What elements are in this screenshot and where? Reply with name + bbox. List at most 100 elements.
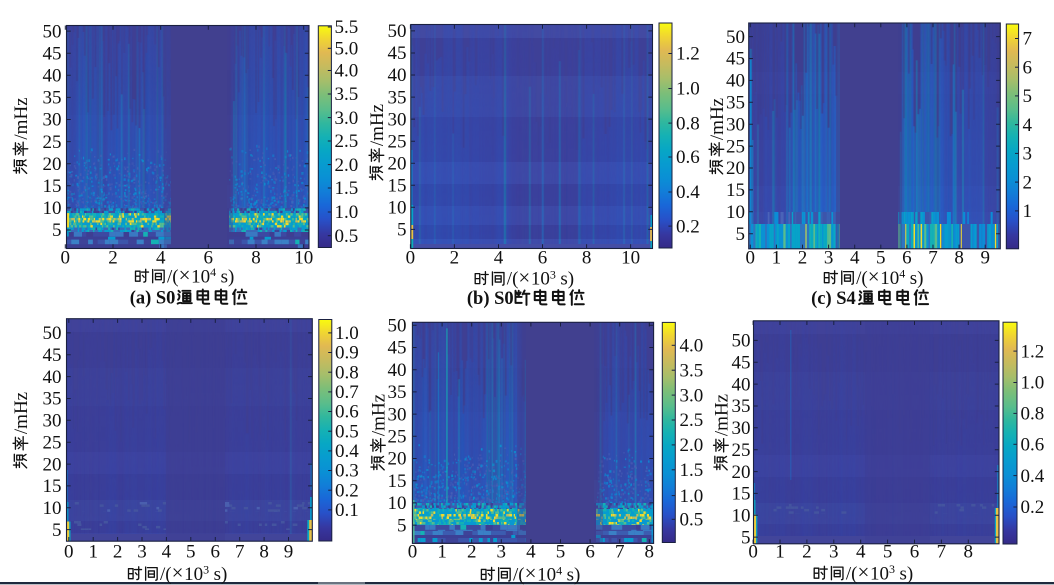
svg-text:9: 9 bbox=[284, 542, 294, 563]
svg-text:10: 10 bbox=[621, 248, 640, 269]
svg-text:s): s) bbox=[910, 268, 924, 289]
svg-text:35: 35 bbox=[726, 93, 745, 114]
svg-text:45: 45 bbox=[726, 49, 745, 70]
svg-text:0.1: 0.1 bbox=[335, 500, 359, 521]
svg-text:30: 30 bbox=[388, 404, 407, 425]
svg-text:10: 10 bbox=[726, 202, 745, 223]
svg-text:2: 2 bbox=[802, 542, 812, 563]
svg-text:0.8: 0.8 bbox=[676, 113, 700, 134]
svg-text:s): s) bbox=[221, 266, 235, 287]
svg-text:3.5: 3.5 bbox=[680, 360, 704, 381]
svg-text:0.7: 0.7 bbox=[335, 382, 359, 403]
svg-text:8: 8 bbox=[259, 542, 269, 563]
svg-text:25: 25 bbox=[43, 132, 62, 153]
svg-text:40: 40 bbox=[726, 71, 745, 92]
svg-text:2: 2 bbox=[798, 248, 808, 269]
svg-text:/(: /( bbox=[167, 266, 179, 287]
svg-text:2.5: 2.5 bbox=[680, 410, 704, 431]
svg-text:7: 7 bbox=[1023, 29, 1033, 50]
svg-text:3.0: 3.0 bbox=[680, 385, 704, 406]
svg-text:3: 3 bbox=[203, 563, 209, 577]
svg-text:1.0: 1.0 bbox=[680, 486, 704, 507]
svg-text:(a) S0: (a) S0 bbox=[130, 288, 176, 308]
svg-text:2: 2 bbox=[450, 248, 460, 269]
svg-text:0.4: 0.4 bbox=[676, 182, 700, 203]
svg-text:×: × bbox=[868, 265, 880, 289]
svg-text:8: 8 bbox=[582, 248, 592, 269]
svg-text:4: 4 bbox=[899, 267, 905, 281]
svg-text:2.0: 2.0 bbox=[680, 435, 704, 456]
svg-text:5: 5 bbox=[397, 220, 407, 241]
svg-text:5: 5 bbox=[1023, 86, 1033, 107]
svg-text:3.5: 3.5 bbox=[335, 84, 359, 105]
svg-text:3: 3 bbox=[889, 562, 895, 576]
svg-text:5: 5 bbox=[52, 220, 62, 241]
svg-text:45: 45 bbox=[388, 338, 407, 359]
svg-text:35: 35 bbox=[43, 389, 62, 410]
svg-text:50: 50 bbox=[726, 27, 745, 48]
svg-text:0.6: 0.6 bbox=[676, 147, 700, 168]
svg-text:9: 9 bbox=[980, 248, 990, 269]
svg-text:50: 50 bbox=[43, 21, 62, 42]
svg-text:10: 10 bbox=[184, 564, 203, 585]
svg-text:0.5: 0.5 bbox=[680, 510, 704, 531]
svg-text:/mHz: /mHz bbox=[711, 394, 732, 436]
svg-text:1: 1 bbox=[775, 542, 785, 563]
svg-text:20: 20 bbox=[43, 154, 62, 175]
svg-text:2.5: 2.5 bbox=[335, 131, 359, 152]
svg-text:10: 10 bbox=[732, 506, 751, 527]
svg-text:0: 0 bbox=[61, 248, 71, 269]
svg-text:6: 6 bbox=[585, 542, 595, 563]
svg-text:45: 45 bbox=[43, 43, 62, 64]
svg-text:×: × bbox=[172, 561, 184, 585]
svg-text:25: 25 bbox=[726, 136, 745, 157]
svg-text:6: 6 bbox=[204, 248, 214, 269]
svg-text:35: 35 bbox=[388, 382, 407, 403]
svg-text:15: 15 bbox=[43, 176, 62, 197]
svg-text:1: 1 bbox=[88, 542, 98, 563]
svg-text:20: 20 bbox=[726, 158, 745, 179]
svg-text:/(: /( bbox=[856, 268, 868, 289]
svg-text:10: 10 bbox=[43, 498, 62, 519]
svg-text:(b) S0: (b) S0 bbox=[467, 289, 514, 309]
svg-text:5: 5 bbox=[397, 515, 407, 536]
svg-text:4: 4 bbox=[856, 542, 866, 563]
svg-text:20: 20 bbox=[43, 454, 62, 475]
svg-text:/(: /( bbox=[160, 564, 172, 585]
svg-text:4: 4 bbox=[156, 248, 166, 269]
svg-text:25: 25 bbox=[732, 440, 751, 461]
svg-text:25: 25 bbox=[388, 131, 407, 152]
svg-text:s): s) bbox=[214, 564, 228, 585]
svg-text:(c) S4: (c) S4 bbox=[811, 289, 856, 309]
svg-text:0.2: 0.2 bbox=[335, 480, 359, 501]
svg-text:0.3: 0.3 bbox=[335, 461, 359, 482]
svg-text:0.8: 0.8 bbox=[1021, 404, 1045, 425]
svg-text:0.2: 0.2 bbox=[1021, 497, 1045, 518]
svg-text:2: 2 bbox=[113, 542, 123, 563]
svg-text:7: 7 bbox=[235, 542, 245, 563]
svg-text:20: 20 bbox=[732, 462, 751, 483]
svg-text:0: 0 bbox=[748, 542, 758, 563]
svg-text:s): s) bbox=[900, 563, 914, 584]
svg-text:6: 6 bbox=[538, 248, 548, 269]
svg-text:×: × bbox=[858, 560, 870, 584]
svg-text:1.5: 1.5 bbox=[680, 460, 704, 481]
svg-text:0: 0 bbox=[406, 248, 416, 269]
svg-text:2: 2 bbox=[108, 248, 118, 269]
svg-text:35: 35 bbox=[388, 87, 407, 108]
svg-text:10: 10 bbox=[531, 269, 550, 290]
svg-text:1.0: 1.0 bbox=[1021, 373, 1045, 394]
svg-text:2.0: 2.0 bbox=[335, 155, 359, 176]
svg-text:8: 8 bbox=[645, 542, 655, 563]
svg-text:40: 40 bbox=[732, 374, 751, 395]
svg-text:1: 1 bbox=[1023, 201, 1033, 222]
svg-text:40: 40 bbox=[43, 367, 62, 388]
svg-text:45: 45 bbox=[388, 43, 407, 64]
svg-text:30: 30 bbox=[43, 110, 62, 131]
svg-text:5.5: 5.5 bbox=[335, 17, 359, 38]
svg-text:3: 3 bbox=[550, 268, 556, 282]
svg-text:50: 50 bbox=[43, 323, 62, 344]
svg-text:10: 10 bbox=[880, 268, 899, 289]
svg-text:20: 20 bbox=[388, 449, 407, 470]
svg-text:5: 5 bbox=[741, 527, 751, 548]
